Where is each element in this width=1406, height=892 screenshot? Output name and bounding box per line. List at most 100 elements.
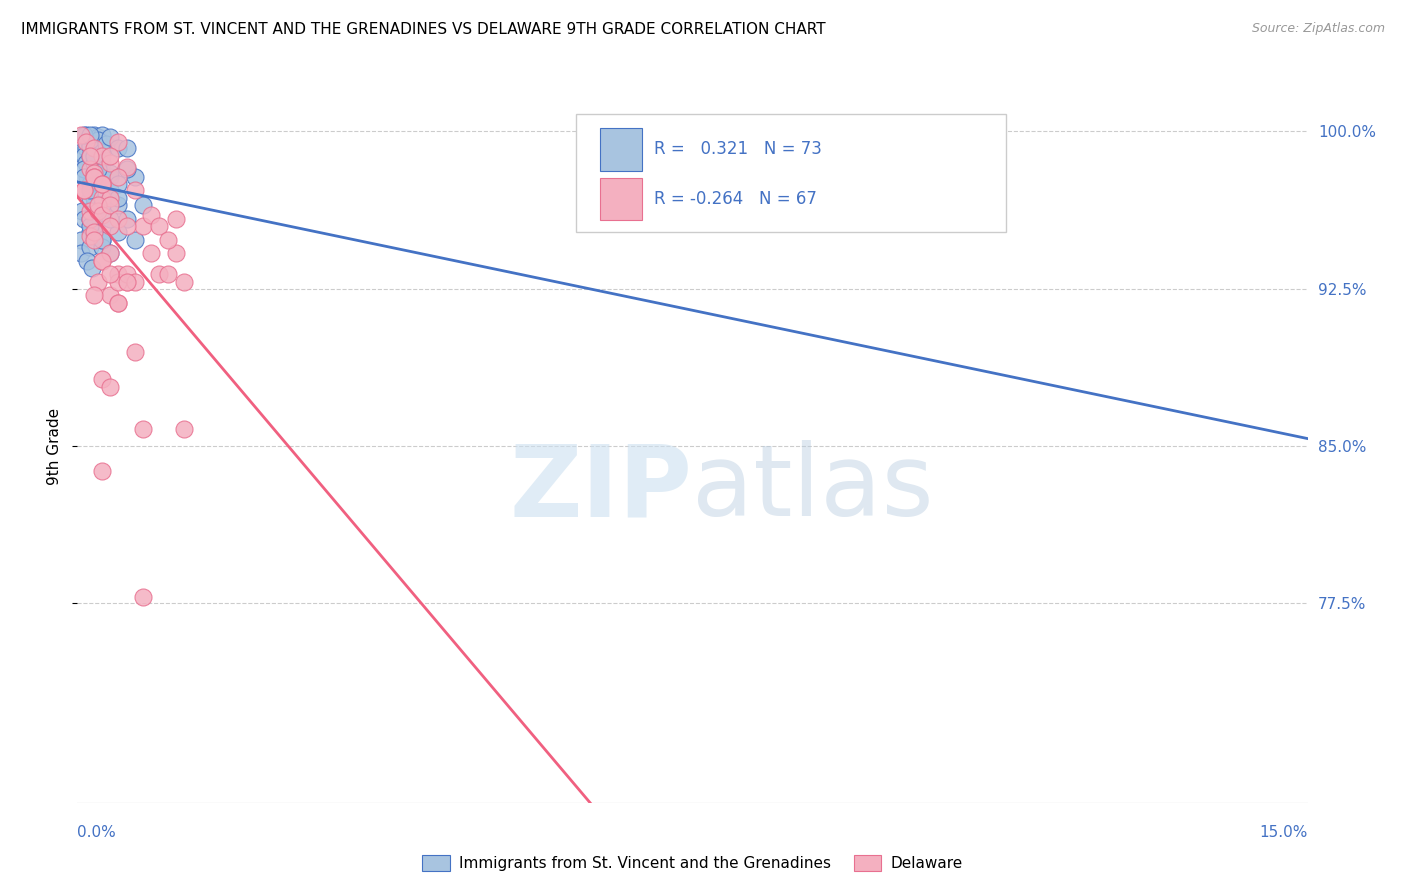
FancyBboxPatch shape [600, 178, 643, 220]
Point [115, 275, 138, 289]
Point [98, 246, 121, 260]
Point [75, 135, 97, 149]
Point [83, 155, 105, 169]
Point [82, 160, 104, 174]
Point [90, 177, 114, 191]
Point [90, 149, 114, 163]
Point [148, 219, 170, 233]
Point [83, 183, 105, 197]
Point [98, 212, 121, 227]
Point [79, 219, 101, 233]
Point [98, 380, 121, 394]
Point [79, 149, 101, 163]
Point [87, 275, 110, 289]
Point [83, 170, 105, 185]
Point [124, 275, 146, 289]
Text: 15.0%: 15.0% [1260, 825, 1308, 840]
Point [173, 422, 195, 436]
Point [115, 141, 138, 155]
Point [165, 212, 187, 227]
Point [98, 246, 121, 260]
Point [87, 203, 110, 218]
Point [76, 254, 98, 268]
FancyBboxPatch shape [575, 114, 1007, 232]
Point [98, 267, 121, 281]
Point [107, 275, 129, 289]
Point [156, 233, 179, 247]
Point [79, 135, 101, 149]
Point [79, 191, 101, 205]
Point [107, 141, 129, 155]
Point [83, 219, 105, 233]
Point [132, 197, 155, 211]
Point [83, 170, 105, 185]
Point [79, 229, 101, 244]
Point [73, 149, 96, 163]
Point [90, 464, 114, 478]
Point [75, 155, 97, 169]
Point [90, 239, 114, 253]
Point [70, 145, 93, 160]
Point [90, 372, 114, 386]
Point [98, 197, 121, 211]
Point [115, 212, 138, 227]
Point [83, 136, 105, 151]
Text: atlas: atlas [693, 441, 934, 537]
Point [83, 225, 105, 239]
Point [83, 170, 105, 185]
Point [90, 254, 114, 268]
Point [90, 233, 114, 247]
Point [79, 212, 101, 227]
Point [79, 212, 101, 227]
Point [90, 254, 114, 268]
Point [173, 275, 195, 289]
Point [90, 208, 114, 222]
Point [87, 132, 110, 146]
Point [83, 288, 105, 302]
Text: Source: ZipAtlas.com: Source: ZipAtlas.com [1251, 22, 1385, 36]
Point [83, 233, 105, 247]
Point [107, 225, 129, 239]
Point [70, 233, 93, 247]
Point [76, 170, 98, 185]
Point [83, 166, 105, 180]
Point [79, 183, 101, 197]
Point [87, 130, 110, 145]
Point [132, 590, 155, 604]
Point [75, 141, 97, 155]
Point [70, 203, 93, 218]
Point [98, 166, 121, 180]
Point [83, 149, 105, 163]
Point [141, 208, 163, 222]
Point [107, 191, 129, 205]
Point [107, 267, 129, 281]
Point [83, 203, 105, 218]
Point [90, 197, 114, 211]
Point [98, 288, 121, 302]
Point [107, 170, 129, 185]
Point [98, 183, 121, 197]
Point [90, 128, 114, 143]
Point [73, 170, 96, 185]
Point [87, 197, 110, 211]
Point [115, 219, 138, 233]
Point [73, 212, 96, 227]
Point [79, 139, 101, 153]
Point [90, 187, 114, 202]
Point [73, 161, 96, 176]
Point [98, 191, 121, 205]
Text: IMMIGRANTS FROM ST. VINCENT AND THE GRENADINES VS DELAWARE 9TH GRADE CORRELATION: IMMIGRANTS FROM ST. VINCENT AND THE GREN… [21, 22, 825, 37]
Point [98, 170, 121, 185]
Point [83, 149, 105, 163]
Point [79, 203, 101, 218]
Point [115, 160, 138, 174]
Point [148, 267, 170, 281]
Point [94, 136, 117, 151]
Text: ZIP: ZIP [509, 441, 693, 537]
Point [107, 197, 129, 211]
Point [79, 139, 101, 153]
Point [107, 177, 129, 191]
Point [90, 191, 114, 205]
Point [115, 275, 138, 289]
Point [83, 141, 105, 155]
